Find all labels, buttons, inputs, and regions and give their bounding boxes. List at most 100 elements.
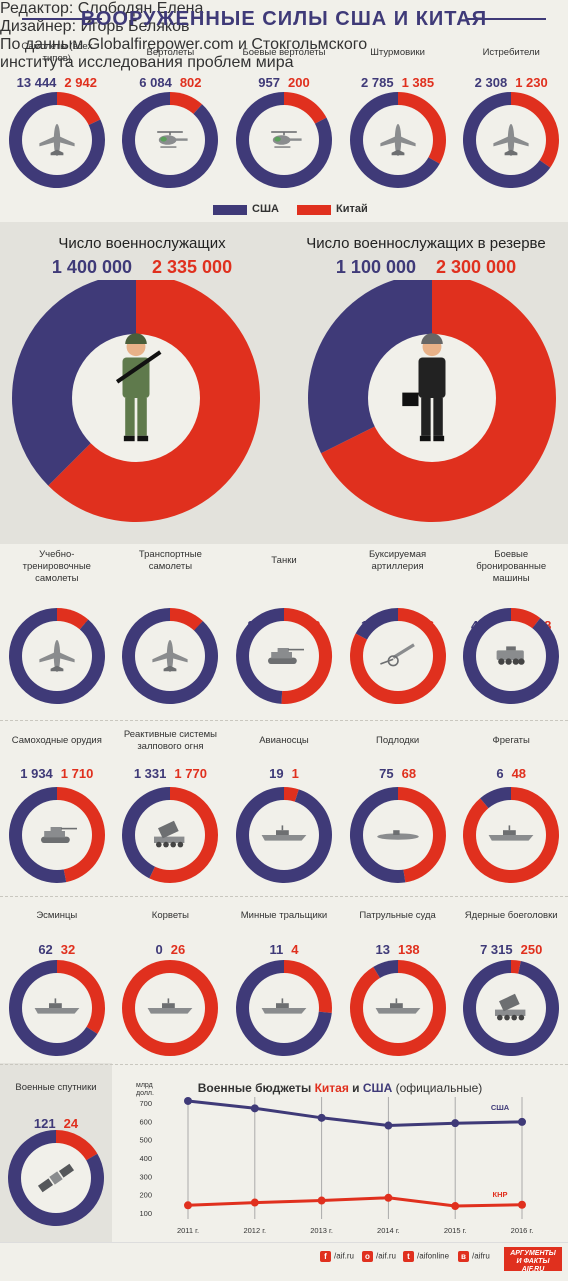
series-label-us: США <box>491 1103 510 1112</box>
value-cn: 138 <box>397 942 420 957</box>
reserve-donut <box>308 280 556 522</box>
legend-swatch-cn <box>297 205 331 215</box>
value-cn: 200 <box>287 75 310 90</box>
budget-title-part: (официальные) <box>392 1081 483 1095</box>
attack-helicopter-icon <box>271 131 302 148</box>
attack-helicopter-donut-chart <box>235 92 332 188</box>
personnel-us: 1 400 000 <box>51 257 132 277</box>
minesweeper-donut-chart <box>236 960 333 1056</box>
metric-values: 7 315 250 <box>454 942 568 957</box>
divider <box>0 1064 568 1065</box>
x-tick-label: 2015 г. <box>444 1226 467 1235</box>
patrol-boat-donut-chart <box>349 960 446 1056</box>
metric-label: Самоходные орудия <box>11 735 102 746</box>
footer-credits: Редактор: Слободян Елена Дизайнер: Игорь… <box>0 0 568 72</box>
helicopter-donut-chart <box>122 92 219 188</box>
satellites-us: 121 <box>33 1116 56 1131</box>
aircraft-carrier-donut-chart <box>235 787 332 883</box>
metric-label: Боевые бронированные машины <box>476 549 547 584</box>
nuclear-missile-launcher-donut-hole <box>476 973 547 1043</box>
value-us: 7 315 <box>480 942 513 957</box>
metric-values: 6 084 802 <box>114 75 228 90</box>
submarine-icon <box>376 830 419 840</box>
value-us: 6 084 <box>139 75 172 90</box>
y-tick-label: 100 <box>139 1209 152 1218</box>
aircraft-carrier-icon <box>261 825 307 841</box>
metric-label: Учебно-тренировочные самолеты <box>22 549 91 584</box>
data-point-us <box>518 1117 526 1126</box>
source-line-1: По данным Globalfirepower.com и Стокголь… <box>0 36 368 53</box>
destroyer-donut-chart <box>8 960 105 1056</box>
data-point-cn <box>184 1201 192 1210</box>
x-tick-label: 2013 г. <box>310 1226 333 1235</box>
x-tick-label: 2011 г. <box>177 1226 199 1235</box>
patrol-boat-icon <box>375 998 420 1014</box>
data-point-cn <box>518 1200 526 1209</box>
social-link-vk[interactable]: в/aifru <box>458 1251 490 1265</box>
value-us: 19 <box>269 766 284 781</box>
odnoklassniki-icon: o <box>362 1251 373 1262</box>
rocket-launcher-donut-hole <box>135 800 206 870</box>
satellites-label: Военные спутники <box>15 1082 97 1093</box>
budget-line-chart: млрд долл. 100 200 300 400 500 600 700 2011 г. 201… <box>136 1082 533 1235</box>
personnel-donuts <box>12 280 556 522</box>
data-point-us <box>184 1096 192 1105</box>
towed-artillery-donut-chart <box>349 608 446 704</box>
value-us: 13 444 <box>16 75 57 90</box>
reserve-label: Число военнослужащих в резерве <box>306 235 546 252</box>
value-cn: 26 <box>170 942 186 957</box>
social-link-odnoklassniki[interactable]: o/aif.ru <box>362 1251 396 1265</box>
logo-line: И ФАКТЫ <box>516 1258 550 1265</box>
value-cn: 32 <box>60 942 76 957</box>
value-us: 62 <box>38 942 53 957</box>
metric-label: Штурмовики <box>370 47 425 58</box>
nuclear-missile-launcher-donut-chart <box>463 960 560 1056</box>
self-propelled-gun-donut-chart <box>8 787 105 883</box>
satellites-donut <box>7 1130 104 1226</box>
social-handle: /aif.ru <box>334 1251 355 1261</box>
budget-title: Военные бюджеты Китая и США (официальные… <box>140 1081 540 1095</box>
aif-logo[interactable]: АРГУМЕНТЫ И ФАКТЫ AIF.RU <box>504 1247 562 1273</box>
data-point-cn <box>317 1196 326 1205</box>
value-cn: 1 <box>291 766 299 781</box>
value-us: 2 308 <box>474 75 508 90</box>
metric-label: Ядерные боеголовки <box>464 910 558 921</box>
metric-values: 1 331 1 770 <box>114 766 228 781</box>
budget-title-part: Военные бюджеты <box>197 1081 315 1095</box>
editor-credit: Редактор: Слободян Елена <box>0 0 204 17</box>
legend-label-cn: Китай <box>336 203 368 215</box>
budget-title-part: и <box>348 1081 363 1095</box>
value-cn: 2 942 <box>64 75 97 90</box>
value-cn: 1 230 <box>515 75 548 90</box>
metric-label: Буксируемая артиллерия <box>369 549 427 572</box>
metric-label: Фрегаты <box>492 735 530 746</box>
reserve-us: 1 100 000 <box>335 257 416 277</box>
logo-line: AIF.RU <box>521 1266 545 1273</box>
frigate-donut-chart <box>463 787 560 883</box>
personnel-label: Число военнослужащих <box>58 235 226 252</box>
metric-label: Истребители <box>482 47 540 58</box>
frigate-icon <box>488 825 534 841</box>
nuclear-missile-launcher-icon <box>495 993 526 1021</box>
reserve-cn: 2 300 000 <box>436 257 517 277</box>
social-handle: /aif.ru <box>376 1251 397 1261</box>
metric-label: Самолеты (всех типов) <box>21 41 93 64</box>
data-point-cn <box>384 1193 393 1202</box>
series-line-us <box>187 1099 523 1128</box>
divider <box>0 720 568 721</box>
value-us: 0 <box>155 942 163 957</box>
value-cn: 4 <box>291 942 299 957</box>
value-cn: 68 <box>401 766 417 781</box>
corvette-donut-chart <box>122 960 219 1056</box>
self-propelled-gun-donut <box>8 787 105 883</box>
y-tick-label: 300 <box>139 1172 152 1181</box>
value-cn: 1 385 <box>401 75 435 90</box>
social-link-facebook[interactable]: f/aif.ru <box>320 1251 354 1265</box>
social-link-twitter[interactable]: t/aifonline <box>403 1251 449 1265</box>
value-cn: 250 <box>520 942 543 957</box>
armored-vehicle-donut-chart <box>463 608 560 704</box>
data-point-us <box>384 1121 393 1130</box>
value-us: 1 331 <box>133 766 167 781</box>
y-axis-label-line: млрд <box>136 1082 153 1089</box>
metric-label: Патрульные суда <box>359 910 436 921</box>
